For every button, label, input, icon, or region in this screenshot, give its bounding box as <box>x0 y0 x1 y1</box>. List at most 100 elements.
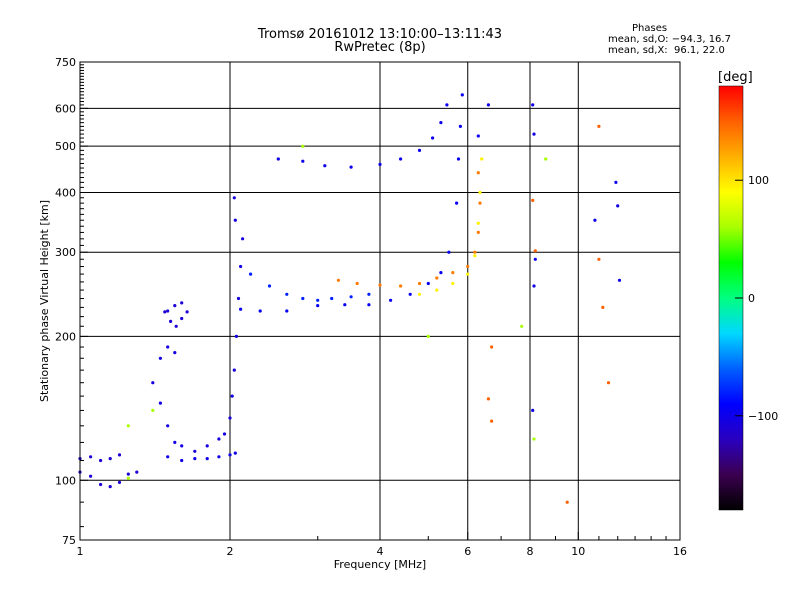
data-point <box>486 397 490 401</box>
data-point <box>285 292 289 296</box>
data-point <box>89 474 93 478</box>
data-point <box>301 296 305 301</box>
x-tick-label: 2 <box>227 545 234 558</box>
data-point <box>301 144 305 148</box>
data-point <box>597 124 601 128</box>
data-point <box>126 424 130 428</box>
data-point <box>367 303 371 307</box>
y-tick-label: 400 <box>55 186 76 199</box>
grid-lines <box>80 62 680 540</box>
data-point <box>217 455 221 459</box>
data-point <box>173 440 177 444</box>
data-point <box>466 264 470 269</box>
y-tick-label: 300 <box>55 246 76 259</box>
data-point <box>126 476 130 480</box>
y-axis-label: Stationary phase Virtual Height [km] <box>38 200 51 402</box>
y-tick-label: 100 <box>55 474 76 487</box>
data-point <box>236 296 241 301</box>
data-point <box>285 309 289 313</box>
data-point <box>455 201 459 205</box>
data-point <box>205 457 209 461</box>
data-point <box>230 394 234 398</box>
data-point <box>193 457 197 461</box>
x-axis-label: Frequency [MHz] <box>334 558 426 571</box>
data-point <box>458 124 462 128</box>
data-point <box>606 381 611 385</box>
colorbar-tick-label: 0 <box>748 292 755 305</box>
data-points <box>78 93 622 504</box>
data-point <box>531 198 535 202</box>
data-point <box>478 201 482 205</box>
y-tick-label: 600 <box>55 102 76 115</box>
data-point <box>389 298 393 302</box>
data-point <box>435 288 439 292</box>
data-point <box>565 500 569 504</box>
data-point <box>399 157 403 161</box>
data-point <box>476 230 480 234</box>
data-point <box>180 301 184 305</box>
data-point <box>99 458 103 463</box>
y-tick-label: 75 <box>62 534 76 547</box>
data-point <box>108 457 112 461</box>
data-point <box>166 345 170 349</box>
data-point <box>417 292 422 296</box>
data-point <box>323 164 327 168</box>
data-point <box>126 472 130 476</box>
data-point <box>426 334 430 338</box>
colorbar-tick-label: 100 <box>748 174 769 187</box>
data-point <box>193 449 197 453</box>
data-point <box>473 250 477 254</box>
data-point <box>173 304 177 308</box>
data-point <box>232 368 236 372</box>
data-point <box>597 257 601 261</box>
data-point <box>217 437 221 441</box>
data-point <box>601 305 605 309</box>
data-point <box>456 157 461 161</box>
data-point <box>301 159 305 163</box>
data-point <box>180 444 184 448</box>
data-point <box>117 453 122 457</box>
data-point <box>234 334 238 338</box>
data-point <box>593 218 597 222</box>
data-point <box>476 221 480 225</box>
data-point <box>151 408 155 412</box>
data-point <box>417 281 422 286</box>
data-point <box>616 204 620 208</box>
data-point <box>174 324 178 328</box>
data-point <box>378 283 382 287</box>
data-point <box>330 296 334 301</box>
data-point <box>617 278 622 282</box>
data-point <box>316 304 320 308</box>
data-point <box>180 316 184 321</box>
data-point <box>99 482 103 487</box>
y-tick-label: 200 <box>55 330 76 343</box>
data-point <box>249 272 253 276</box>
data-point <box>233 451 237 455</box>
data-point <box>158 356 162 360</box>
data-point <box>460 93 464 97</box>
data-point <box>336 278 340 282</box>
data-point <box>158 401 162 405</box>
phases-x-line: mean, sd,X: 96.1, 22.0 <box>608 45 725 56</box>
phases-o-line: mean, sd,O: −94.3, 16.7 <box>608 34 731 45</box>
x-tick-label: 6 <box>464 545 471 558</box>
data-point <box>614 180 618 184</box>
data-point <box>486 103 490 107</box>
data-point <box>531 103 535 107</box>
data-point <box>173 351 177 355</box>
colorbar-unit: [deg] <box>718 70 753 85</box>
data-point <box>239 264 243 269</box>
data-point <box>399 284 403 288</box>
data-point <box>378 162 382 166</box>
data-point <box>439 121 443 125</box>
chart-title: Tromsø 20161012 13:10:00–13:11:43 <box>257 27 503 42</box>
data-point <box>451 281 455 286</box>
data-point <box>349 165 353 169</box>
x-tick-label: 1 <box>77 545 84 558</box>
axis-ticks: 1 2 4 6 8 10 16 75 100 200 300 400 500 600 750 <box>55 56 687 558</box>
data-point <box>166 424 170 428</box>
data-point <box>228 416 232 420</box>
data-point <box>163 310 167 314</box>
y-tick-label: 750 <box>55 56 76 69</box>
